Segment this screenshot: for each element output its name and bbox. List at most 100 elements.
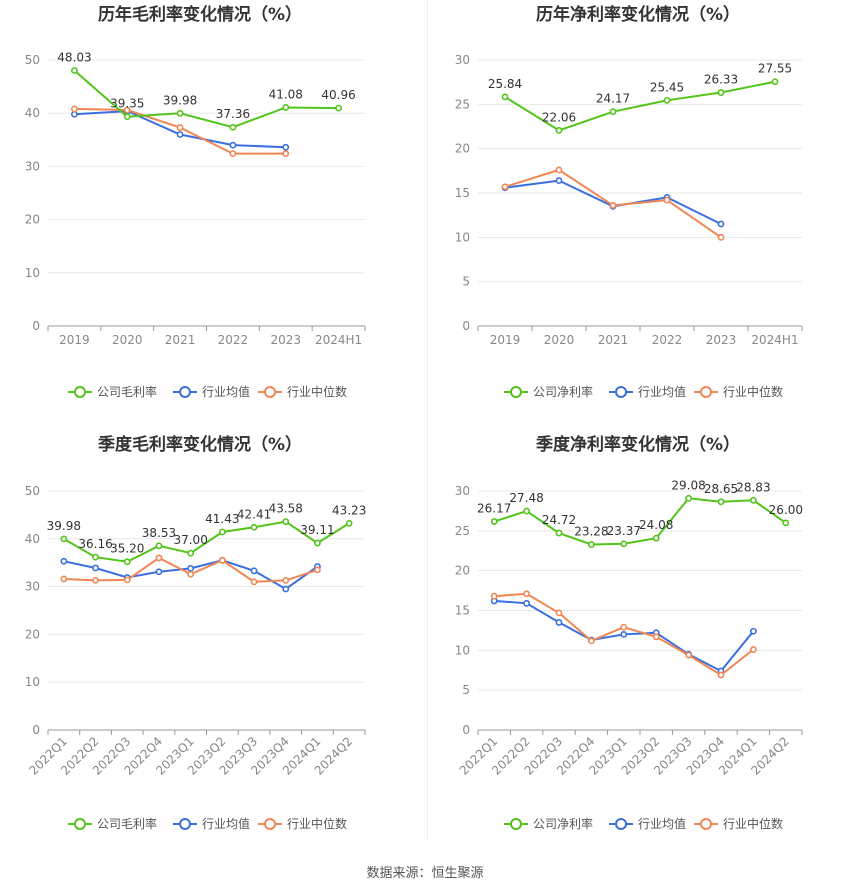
data-label: 23.37 — [607, 524, 641, 538]
data-point — [282, 585, 290, 593]
data-label: 23.28 — [574, 525, 608, 539]
y-tick-label: 15 — [455, 186, 470, 200]
y-tick-label: 30 — [455, 53, 470, 67]
legend-swatch-marker — [264, 386, 276, 398]
data-label: 48.03 — [57, 50, 91, 64]
y-tick-label: 30 — [25, 580, 40, 594]
legend-label: 公司毛利率 — [97, 816, 157, 831]
data-point — [92, 576, 99, 584]
data-label: 39.98 — [163, 93, 197, 107]
data-label: 43.58 — [269, 502, 303, 516]
data-point — [218, 556, 226, 564]
chart-annual-net-margin: 历年净利率变化情况（%） 0 5 10 15 20 25 30 2019 2020 2021 2022… — [428, 0, 850, 430]
chart-title: 历年毛利率变化情况（%） — [98, 4, 302, 25]
data-point — [250, 523, 258, 531]
chart-title: 季度毛利率变化情况（%） — [98, 434, 302, 455]
legend-swatch-marker — [264, 818, 276, 830]
legend-swatch-marker — [615, 386, 627, 398]
data-source-note: 数据来源：恒生聚源 — [366, 866, 484, 881]
data-point — [663, 196, 671, 204]
y-tick-label: 0 — [462, 723, 470, 737]
y-tick-label: 30 — [25, 159, 40, 173]
legend-swatch-marker — [700, 818, 712, 830]
series-line — [63, 520, 350, 563]
data-point — [250, 578, 258, 586]
data-label: 36.16 — [78, 537, 112, 551]
chart-title: 历年净利率变化情况（%） — [536, 4, 740, 25]
data-label: 38.53 — [142, 526, 176, 540]
y-tick-label: 20 — [455, 142, 470, 156]
data-point — [771, 78, 779, 86]
legend-swatch-marker — [510, 818, 522, 830]
data-point — [663, 96, 671, 104]
data-point — [282, 104, 290, 111]
legend-label: 公司毛利率 — [97, 384, 157, 399]
data-point — [92, 553, 99, 561]
data-point — [60, 557, 68, 565]
data-point — [609, 108, 617, 116]
chart-annual-gross-margin-svg: 历年毛利率变化情况（%） 0 10 20 30 40 50 2019 2020 2021 2022 2… — [25, 4, 366, 399]
data-point — [60, 575, 68, 583]
legend-swatch-marker — [179, 386, 191, 398]
data-point — [92, 564, 99, 572]
data-point — [685, 651, 692, 659]
y-tick-label: 10 — [25, 266, 40, 280]
data-point — [555, 177, 563, 184]
data-point — [620, 623, 628, 631]
x-tick-label: 2024H1 — [751, 333, 798, 347]
data-point — [71, 105, 78, 113]
data-point — [490, 592, 498, 600]
chart-quarterly-gross-margin-svg: 季度毛利率变化情况（%）010203040502022Q12022Q22022Q… — [25, 434, 367, 831]
data-label: 39.98 — [47, 519, 81, 533]
data-point — [123, 558, 131, 566]
y-tick-label: 10 — [25, 675, 40, 689]
data-label: 37.00 — [173, 533, 207, 547]
data-point — [717, 233, 725, 241]
data-point — [229, 141, 237, 149]
data-point — [123, 576, 131, 584]
legend-label: 行业均值 — [202, 384, 250, 399]
data-label: 27.48 — [509, 491, 543, 505]
data-label: 39.11 — [300, 523, 334, 537]
data-point — [555, 619, 563, 626]
data-point — [749, 646, 757, 653]
data-point — [218, 528, 226, 536]
data-point — [490, 518, 498, 525]
y-tick-label: 5 — [462, 275, 470, 289]
y-tick-label: 25 — [455, 524, 470, 538]
data-point — [123, 113, 131, 121]
x-tick-label: 2022 — [652, 333, 683, 347]
x-tick-label: 2020 — [544, 333, 575, 347]
y-tick-label: 20 — [25, 213, 40, 227]
y-tick-label: 5 — [462, 683, 470, 697]
legend-swatch-marker — [510, 386, 522, 398]
legend-label: 公司净利率 — [533, 384, 593, 399]
data-label: 41.43 — [205, 512, 239, 526]
y-tick-label: 30 — [455, 484, 470, 498]
data-label: 24.08 — [639, 518, 673, 532]
data-label: 29.08 — [671, 478, 705, 492]
y-tick-label: 40 — [25, 106, 40, 120]
data-label: 24.72 — [542, 513, 576, 527]
data-point — [652, 534, 660, 542]
x-tick-label: 2021 — [598, 333, 629, 347]
data-point — [555, 529, 563, 537]
data-point — [314, 539, 321, 547]
data-point — [685, 494, 692, 502]
data-point — [609, 202, 617, 209]
chart-quarterly-net-margin-svg: 季度净利率变化情况（%）0510152025302022Q12022Q22022… — [455, 434, 803, 831]
chart-quarterly-net-margin: 季度净利率变化情况（%） 0 5 10 15 20 25 30 2022Q1 2022Q2 2022… — [428, 430, 850, 860]
legend-swatch-marker — [74, 386, 86, 398]
data-point — [282, 143, 290, 151]
y-tick-label: 10 — [455, 643, 470, 657]
data-point — [523, 590, 530, 598]
data-point — [176, 109, 184, 117]
data-point — [555, 127, 563, 134]
legend-label: 行业均值 — [638, 816, 686, 831]
data-point — [587, 637, 595, 645]
data-point — [620, 540, 628, 548]
data-point — [345, 519, 353, 527]
data-point — [71, 110, 78, 118]
legend-swatch-marker — [179, 818, 191, 830]
y-tick-label: 10 — [455, 230, 470, 244]
